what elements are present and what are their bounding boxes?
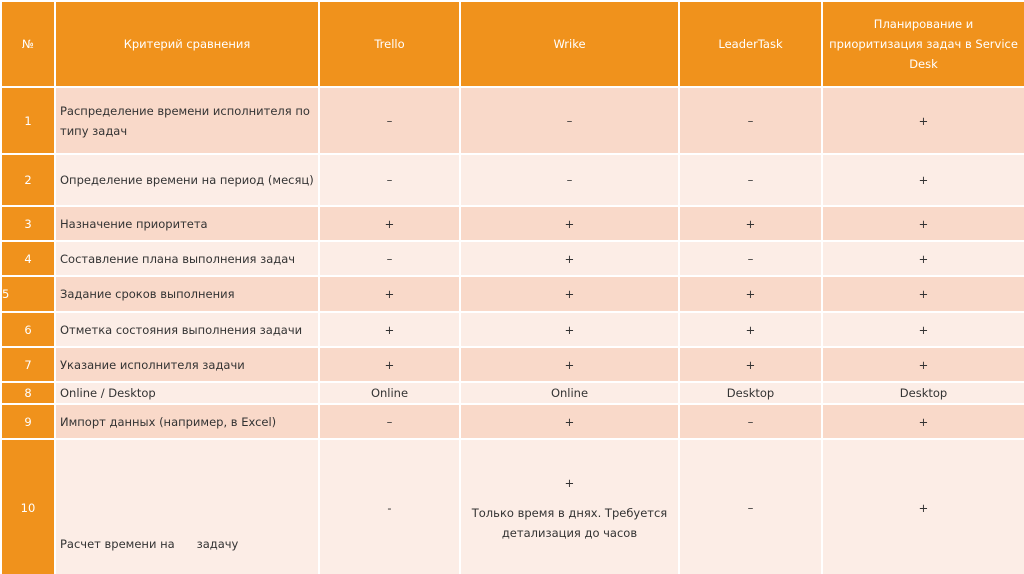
table-cell: + <box>678 205 823 242</box>
row-number: 1 <box>0 86 56 155</box>
table-row: 1 Распределение времени исполнителя по ти… <box>0 86 1024 155</box>
table-cell: + <box>678 311 823 348</box>
table-cell: + <box>821 438 1024 574</box>
row-number: 9 <box>0 403 56 440</box>
table-cell: + <box>821 86 1024 155</box>
header-cell: Планирование и приоритизация задач в Ser… <box>821 0 1024 88</box>
table-cell: + <box>821 403 1024 440</box>
table-row: 9 Импорт данных (например, в Excel) – + – + <box>0 403 1024 440</box>
table-cell: – <box>318 240 461 277</box>
table-cell: + <box>318 275 461 313</box>
table-cell: – <box>459 86 680 155</box>
table-row: 6 Отметка состояния выполнения задачи + + + + <box>0 311 1024 348</box>
table-cell: - <box>318 438 461 574</box>
row-number: 2 <box>0 153 56 207</box>
table-row: 10 Расчет времени на задачу - + Только время… <box>0 438 1024 574</box>
row-number: 4 <box>0 240 56 277</box>
table-cell: – <box>678 240 823 277</box>
row-number: 10 <box>0 438 56 574</box>
header-cell: Wrike <box>459 0 680 88</box>
table-cell: + <box>459 275 680 313</box>
table-cell: Назначение приоритета <box>54 205 320 242</box>
header-cell: Trello <box>318 0 461 88</box>
cell-line: Только время в днях. Требуется детализац… <box>471 506 668 540</box>
header-cell: LeaderTask <box>678 0 823 88</box>
table-row: 2 Определение времени на период (месяц) – –… <box>0 153 1024 207</box>
header-cell: № <box>0 0 56 88</box>
table-cell: Online <box>459 381 680 405</box>
cell-line: + <box>564 476 575 490</box>
table-row: 4 Составление плана выполнения задач – + – + <box>0 240 1024 277</box>
table-row: 7 Указание исполнителя задачи + + + + <box>0 346 1024 383</box>
table-cell: + <box>821 240 1024 277</box>
row-number: 8 <box>0 381 56 405</box>
table-cell: Задание сроков выполнения <box>54 275 320 313</box>
table-cell: Desktop <box>678 381 823 405</box>
table-cell: + <box>821 311 1024 348</box>
table-cell: Online / Desktop <box>54 381 320 405</box>
row-number: 5 <box>0 275 56 313</box>
table-cell: Импорт данных (например, в Excel) <box>54 403 320 440</box>
row-number: 7 <box>0 346 56 383</box>
table-cell: + <box>459 403 680 440</box>
table-cell: – <box>318 153 461 207</box>
table-cell: + <box>459 205 680 242</box>
table-cell: + <box>821 205 1024 242</box>
table-row: 3 Назначение приоритета + + + + <box>0 205 1024 242</box>
table-row: 8 Online / Desktop Online Online Desktop Desk… <box>0 381 1024 405</box>
table-cell: + <box>678 346 823 383</box>
table-cell: Desktop <box>821 381 1024 405</box>
table-cell: Online <box>318 381 461 405</box>
table-cell: Определение времени на период (месяц) <box>54 153 320 207</box>
table-cell: – <box>678 86 823 155</box>
header-row: № Критерий сравнения Trello Wrike LeaderTask… <box>0 0 1024 88</box>
table-cell: + Только время в днях. Требуется детализа… <box>459 438 680 574</box>
table-cell: Составление плана выполнения задач <box>54 240 320 277</box>
table-cell: + <box>459 346 680 383</box>
header-cell: Критерий сравнения <box>54 0 320 88</box>
table-cell: Отметка состояния выполнения задачи <box>54 311 320 348</box>
table-cell: + <box>678 275 823 313</box>
table-cell: + <box>459 240 680 277</box>
table-cell: – <box>678 438 823 574</box>
table-cell: – <box>318 403 461 440</box>
table-cell: – <box>678 403 823 440</box>
row-number: 6 <box>0 311 56 348</box>
table-cell: – <box>678 153 823 207</box>
table-cell: + <box>318 311 461 348</box>
table-cell: Указание исполнителя задачи <box>54 346 320 383</box>
table-cell: – <box>459 153 680 207</box>
table-cell: Распределение времени исполнителя по тип… <box>54 86 320 155</box>
table-cell: – <box>318 86 461 155</box>
table-cell: + <box>821 275 1024 313</box>
table-cell: + <box>821 153 1024 207</box>
table-cell: + <box>821 346 1024 383</box>
row-number: 3 <box>0 205 56 242</box>
table-cell: Расчет времени на задачу <box>54 438 320 574</box>
table-cell: + <box>459 311 680 348</box>
table-cell: + <box>318 346 461 383</box>
table-row: 5 Задание сроков выполнения + + + + <box>0 275 1024 313</box>
table-cell: + <box>318 205 461 242</box>
